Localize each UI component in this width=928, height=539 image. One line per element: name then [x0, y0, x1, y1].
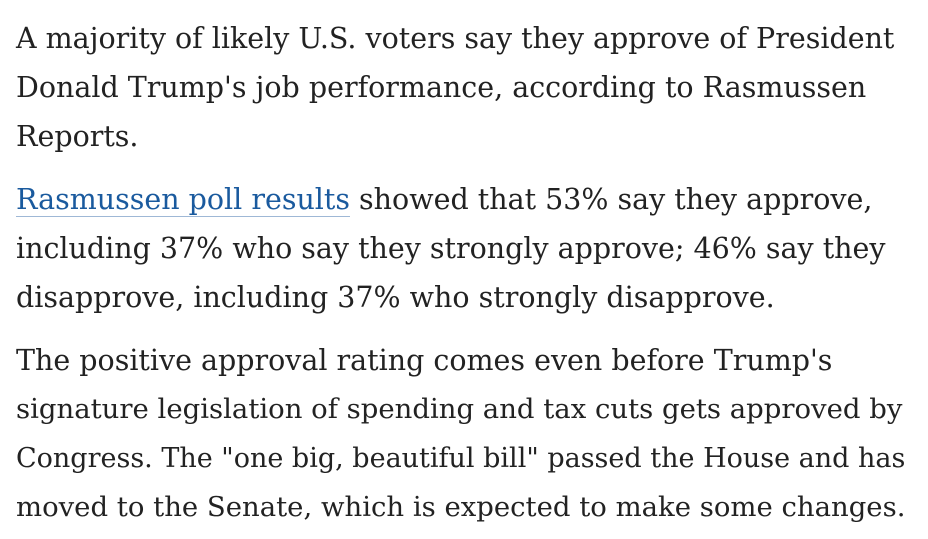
text-line: including 37% who say they strongly appr…	[16, 232, 886, 265]
text-fragment: showed that 53% say they approve,	[350, 183, 873, 216]
paragraph-2: Rasmussen poll results showed that 53% s…	[16, 175, 912, 322]
text-line: A majority of likely U.S. voters say the…	[16, 22, 895, 55]
paragraph-1: A majority of likely U.S. voters say the…	[16, 14, 912, 161]
paragraph-3: The positive approval rating comes even …	[16, 336, 912, 532]
rasmussen-poll-link[interactable]: Rasmussen poll results	[16, 183, 350, 217]
text-line: Reports.	[16, 120, 139, 153]
text-line: moved to the Senate, which is expected t…	[16, 491, 906, 523]
text-line: disapprove, including 37% who strongly d…	[16, 281, 775, 314]
text-line: Congress. The "one big, beautiful bill" …	[16, 443, 906, 474]
text-line: Donald Trump's job performance, accordin…	[16, 71, 867, 104]
text-line: The positive approval rating comes even …	[16, 344, 833, 377]
text-line: signature legislation of spending and ta…	[16, 393, 903, 425]
text-line: Rasmussen poll results showed that 53% s…	[16, 175, 912, 224]
